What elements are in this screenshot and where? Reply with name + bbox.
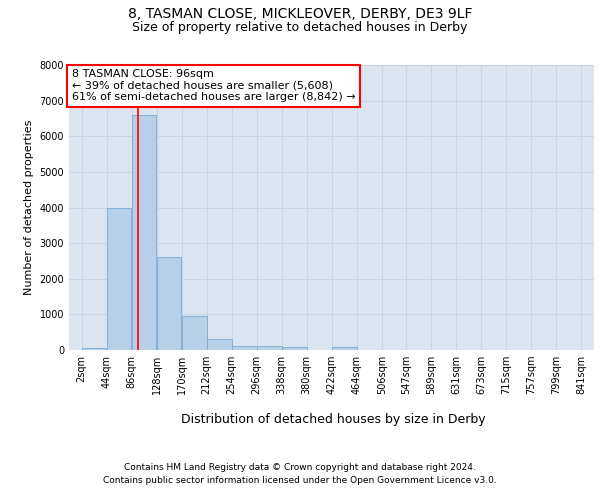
Bar	[332, 347, 356, 350]
Bar	[232, 346, 257, 350]
Text: 8 TASMAN CLOSE: 96sqm
← 39% of detached houses are smaller (5,608)
61% of semi-d: 8 TASMAN CLOSE: 96sqm ← 39% of detached …	[71, 70, 355, 102]
Text: Contains HM Land Registry data © Crown copyright and database right 2024.: Contains HM Land Registry data © Crown c…	[124, 462, 476, 471]
Bar	[257, 346, 281, 350]
Text: Distribution of detached houses by size in Derby: Distribution of detached houses by size …	[181, 412, 485, 426]
Bar	[207, 338, 232, 350]
Text: 8, TASMAN CLOSE, MICKLEOVER, DERBY, DE3 9LF: 8, TASMAN CLOSE, MICKLEOVER, DERBY, DE3 …	[128, 8, 472, 22]
Text: Size of property relative to detached houses in Derby: Size of property relative to detached ho…	[133, 21, 467, 34]
Y-axis label: Number of detached properties: Number of detached properties	[24, 120, 34, 295]
Bar	[182, 316, 206, 350]
Bar	[157, 258, 181, 350]
Bar	[82, 348, 106, 350]
Bar	[107, 208, 131, 350]
Bar	[132, 115, 157, 350]
Text: Contains public sector information licensed under the Open Government Licence v3: Contains public sector information licen…	[103, 476, 497, 485]
Bar	[282, 347, 307, 350]
